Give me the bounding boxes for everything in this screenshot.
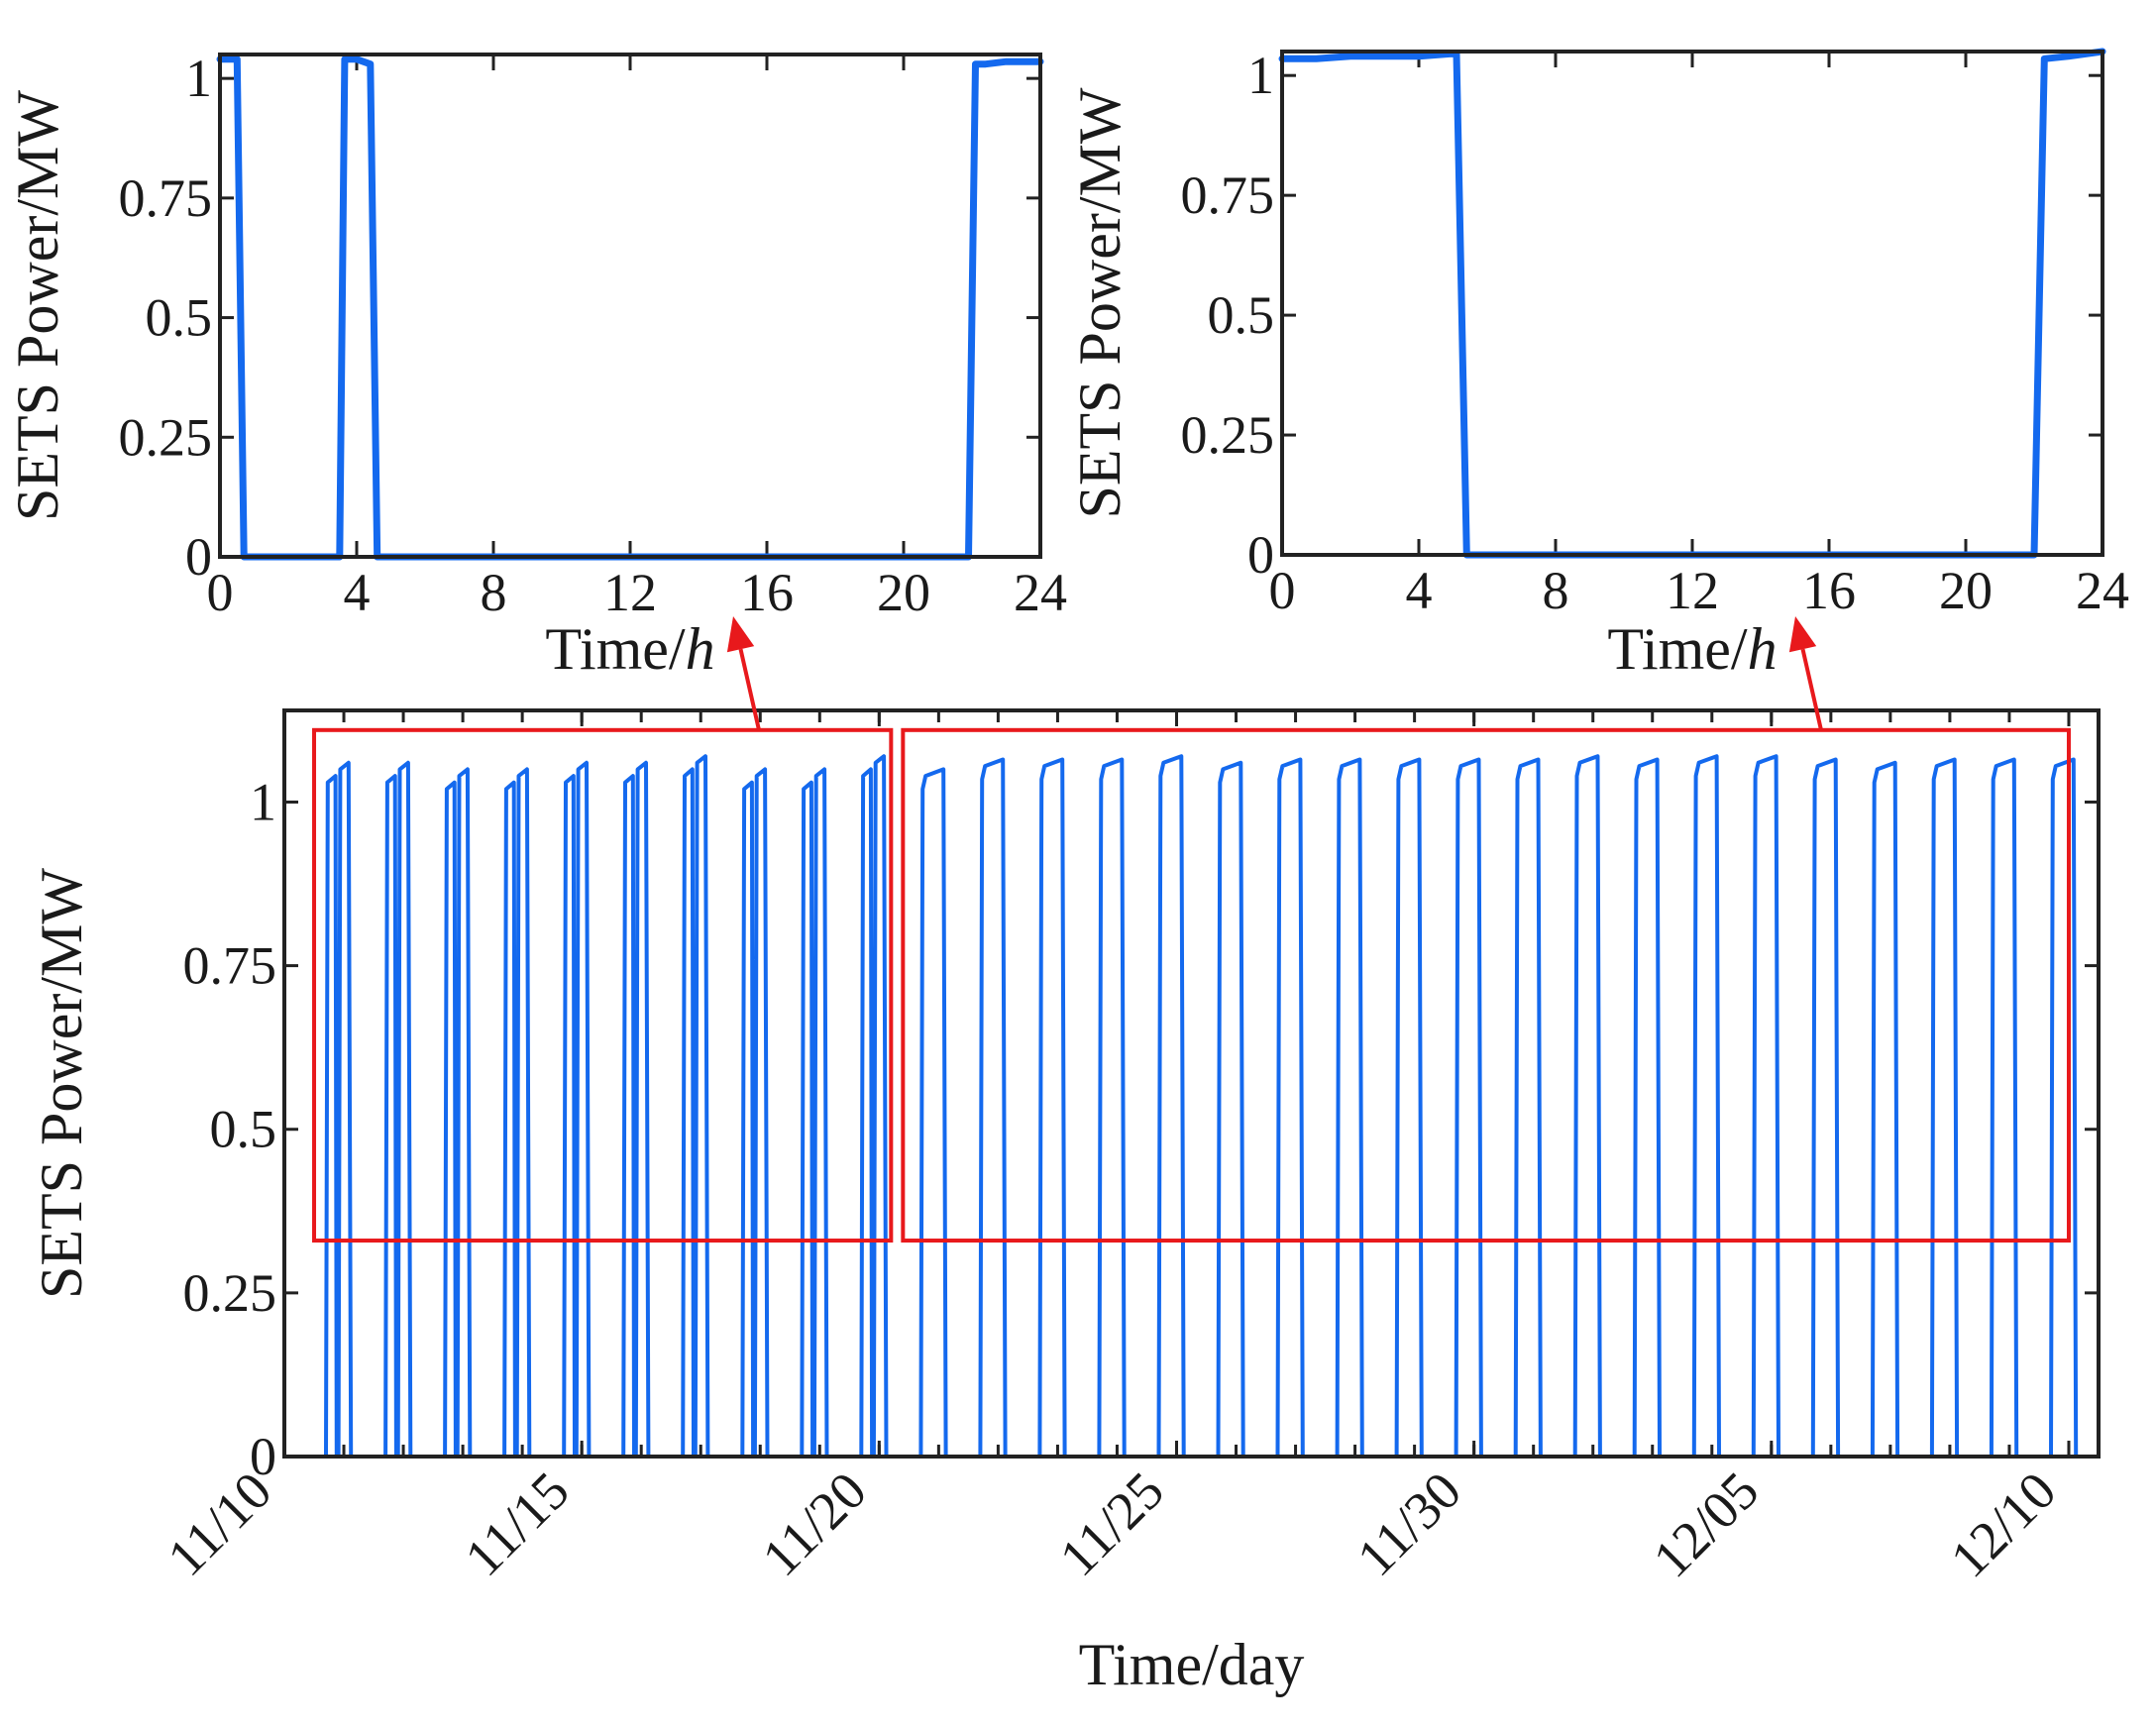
- plot-frame: [218, 53, 1042, 559]
- y-tick-label: 1: [185, 49, 212, 108]
- x-axis-title: Time/h: [545, 616, 714, 682]
- y-tick-label: 0.25: [119, 407, 213, 467]
- y-axis-title: SETS Power/MW: [29, 868, 94, 1299]
- y-tick-label: 0: [1247, 525, 1274, 585]
- series-line: [1278, 48, 2106, 559]
- series-line: [284, 754, 2099, 1459]
- x-tick-label: 4: [344, 563, 371, 622]
- y-tick-label: 1: [250, 772, 276, 831]
- x-axis-title: Time/h: [1607, 616, 1777, 682]
- x-tick-label: 12: [603, 563, 657, 622]
- x-tick-label: 11/25: [1048, 1460, 1175, 1587]
- y-tick-label: 0: [185, 527, 212, 587]
- y-tick-label: 0.25: [183, 1263, 277, 1323]
- x-tick-label: 16: [740, 563, 794, 622]
- y-tick-label: 0.75: [183, 936, 277, 996]
- x-tick-label: 20: [1939, 561, 1993, 620]
- plot-frame: [1280, 50, 2104, 557]
- zoom-arrow-1: [738, 648, 761, 731]
- series-line: [216, 55, 1044, 561]
- x-axis-title: Time/day: [1079, 1632, 1305, 1697]
- x-tick-label: 8: [1543, 561, 1569, 620]
- zoom-arrow-2: [1800, 648, 1823, 731]
- x-tick-label: 20: [877, 563, 930, 622]
- zoom-arrowhead-2: [1788, 616, 1817, 653]
- y-tick-label: 0.5: [1208, 285, 1275, 345]
- y-tick-label: 0.25: [1181, 405, 1275, 465]
- x-tick-label: 11/30: [1346, 1460, 1472, 1587]
- x-tick-label: 11/20: [751, 1460, 878, 1587]
- x-tick-label: 16: [1802, 561, 1856, 620]
- zoom-arrowhead-1: [726, 616, 755, 653]
- x-tick-label: 8: [481, 563, 507, 622]
- x-tick-label: 12/10: [1939, 1460, 2067, 1588]
- plot-frame: [282, 708, 2101, 1459]
- inset-right-chart: 0 0.25 0.5 0.75 1 0 4 8 12 16 20 24 Time/h SETS Power…: [1067, 46, 2129, 682]
- highlight-box-2: [901, 727, 2071, 1243]
- y-tick-label: 0.75: [1181, 165, 1275, 225]
- y-tick-label: 0.5: [210, 1100, 277, 1159]
- y-tick-label: 0.75: [119, 168, 213, 228]
- y-tick-label: 1: [1247, 46, 1274, 105]
- x-tick-label: 0: [207, 563, 234, 622]
- inset-left-chart: 0 0.25 0.5 0.75 1 0 4 8 12 16 20 24 Time/h SETS Power…: [5, 49, 1067, 682]
- x-tick-label: 0: [1269, 561, 1296, 620]
- x-tick-label: 4: [1406, 561, 1433, 620]
- y-axis-title: SETS Power/MW: [5, 90, 70, 521]
- x-tick-label: 24: [1014, 563, 1067, 622]
- y-tick-label: 0.5: [146, 288, 213, 348]
- x-tick-label: 12: [1666, 561, 1719, 620]
- y-tick-label: 0: [250, 1427, 276, 1486]
- x-tick-label: 12/05: [1642, 1460, 1770, 1588]
- x-tick-label: 11/15: [454, 1460, 581, 1587]
- highlight-box-1: [312, 727, 894, 1243]
- x-tick-label: 24: [2076, 561, 2129, 620]
- y-axis-title: SETS Power/MW: [1067, 87, 1132, 518]
